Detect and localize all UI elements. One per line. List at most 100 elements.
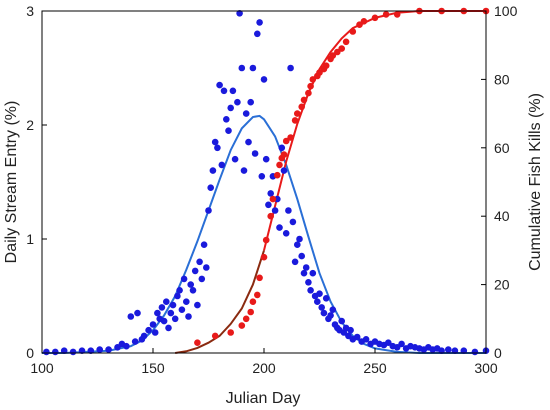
entry-point: [276, 224, 283, 231]
entry-point: [225, 127, 232, 134]
y-tick-label: 0: [26, 345, 34, 361]
entry-point: [211, 138, 219, 146]
entry-point: [247, 98, 254, 106]
entry-point: [127, 313, 135, 320]
x-tick-label: 200: [252, 360, 276, 376]
entry-point: [278, 144, 286, 152]
x-tick-label: 150: [141, 360, 165, 376]
kills-point: [294, 110, 301, 117]
entry-point: [220, 87, 228, 95]
entry-point: [87, 347, 95, 355]
entry-point: [240, 167, 248, 174]
kills-point: [242, 315, 250, 323]
entry-point: [282, 230, 290, 237]
entry-point: [167, 309, 175, 317]
kills-point: [267, 212, 275, 220]
entry-point: [131, 338, 139, 345]
kills-point: [280, 151, 288, 158]
entry-point: [171, 315, 179, 323]
entry-point: [187, 281, 194, 288]
x-tick-label: 100: [30, 360, 54, 376]
kills-point: [276, 161, 283, 169]
entry-point: [302, 264, 310, 271]
y-tick-label: 1: [26, 231, 34, 247]
entry-point: [398, 340, 405, 348]
kills-point: [360, 18, 368, 25]
entry-point: [353, 333, 361, 341]
kills-point: [342, 38, 350, 46]
kills-point: [262, 236, 270, 244]
entry-point: [260, 76, 268, 83]
y2-tick-label: 20: [494, 277, 510, 293]
entry-point: [234, 98, 241, 106]
kills-curve-lower: [175, 250, 265, 354]
entry-point: [203, 264, 210, 271]
entry-point: [52, 348, 59, 356]
entry-point: [198, 275, 206, 283]
kills-point: [282, 137, 290, 145]
y2-tick-label: 80: [494, 71, 510, 87]
y2-tick-label: 60: [494, 140, 510, 156]
kills-point: [329, 52, 337, 59]
entry-point: [180, 275, 188, 283]
kills-point: [247, 308, 254, 316]
x-axis-title: Julian Day: [226, 390, 301, 407]
entry-point: [305, 279, 312, 286]
entry-point: [249, 64, 257, 72]
entry-point: [451, 347, 459, 355]
entry-point: [140, 332, 148, 340]
entry-point: [438, 347, 445, 355]
kills-point: [238, 322, 246, 329]
entry-point: [163, 298, 170, 306]
entry-point: [238, 64, 246, 72]
y2-tick-label: 100: [494, 3, 518, 19]
entry-point: [280, 167, 288, 174]
entry-point: [209, 167, 217, 174]
entry-point: [242, 110, 250, 117]
entry-point: [191, 267, 199, 275]
entry-point: [189, 287, 197, 294]
entry-point: [194, 301, 201, 309]
entry-point: [151, 329, 159, 336]
y-tick-label: 2: [26, 117, 34, 133]
x-tick-label: 250: [363, 360, 387, 376]
kills-point: [227, 329, 234, 336]
entry-point: [69, 348, 77, 356]
kills-point: [269, 195, 277, 203]
entry-point: [160, 317, 168, 325]
entry-point: [158, 304, 166, 311]
entry-point: [196, 258, 203, 266]
entry-point: [174, 292, 181, 300]
entry-point: [267, 190, 275, 197]
entry-point: [289, 218, 297, 226]
entry-point: [309, 269, 317, 277]
kills-point: [371, 14, 379, 22]
entry-point: [307, 287, 314, 294]
entry-point: [96, 346, 103, 353]
entry-point: [154, 309, 161, 317]
entry-point: [256, 19, 263, 26]
kills-point: [393, 11, 401, 18]
kills-point: [307, 82, 314, 90]
plot-frame: [41, 10, 487, 354]
entry-point: [258, 173, 266, 180]
entry-point: [329, 306, 337, 314]
entry-point: [223, 116, 230, 123]
y-tick-label: 3: [26, 3, 34, 19]
kills-point: [309, 76, 317, 83]
kills-point: [349, 28, 357, 35]
entry-point: [262, 155, 270, 163]
entry-point: [460, 347, 468, 355]
entry-point: [385, 339, 392, 347]
entry-point: [251, 150, 259, 157]
kills-point: [256, 274, 263, 282]
entry-point: [347, 326, 354, 334]
kills-point: [298, 103, 306, 111]
y2-axis-title: Cumulative Fish Kills (%): [527, 93, 544, 271]
entry-point: [227, 104, 234, 112]
entry-point: [176, 287, 183, 294]
entry-point: [185, 313, 192, 320]
kills-point: [300, 96, 308, 104]
kills-point: [274, 171, 281, 179]
